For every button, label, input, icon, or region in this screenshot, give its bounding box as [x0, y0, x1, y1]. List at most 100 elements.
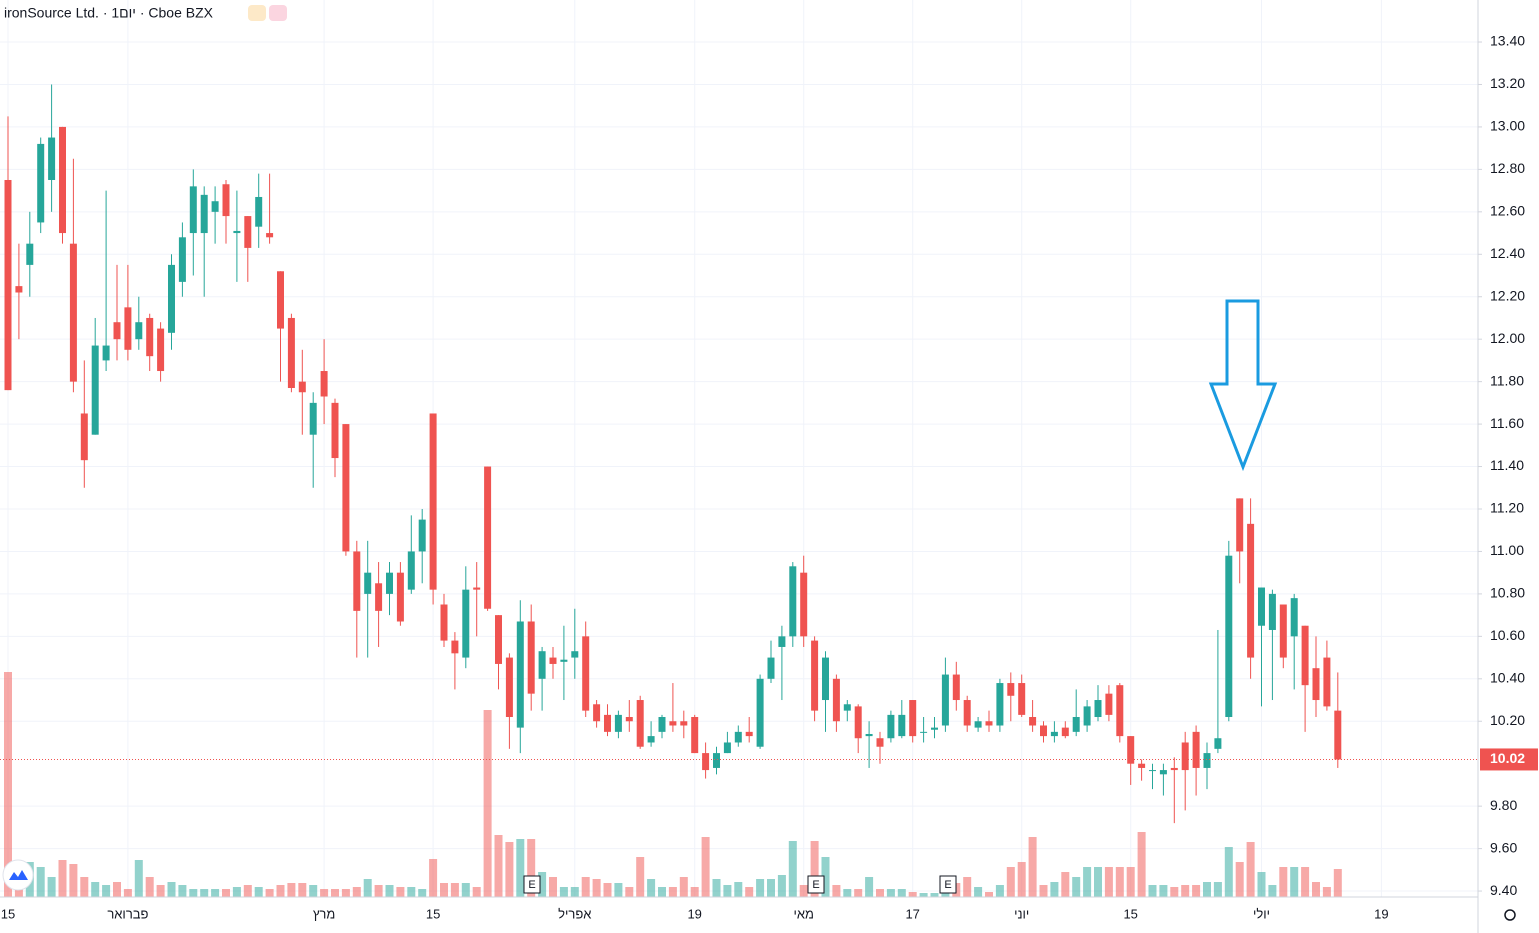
candle-body [135, 322, 143, 340]
candle-body [1149, 770, 1156, 772]
y-tick-label: 12.40 [1490, 245, 1525, 261]
volume-bar [298, 883, 307, 897]
candle-body [593, 704, 601, 722]
volume-bar [243, 885, 252, 897]
volume-bar [167, 882, 176, 897]
candle-body [1203, 753, 1211, 768]
earnings-box[interactable] [807, 875, 825, 894]
y-tick-label: 11.20 [1490, 500, 1524, 516]
candle-body [1159, 770, 1167, 775]
volume-bar [963, 877, 972, 897]
volume-bar [374, 885, 383, 897]
market-status-icon[interactable] [248, 5, 266, 21]
candle-body [331, 402, 339, 459]
volume-bar [559, 887, 568, 897]
volume-bar [4, 672, 12, 897]
volume-bar [102, 885, 111, 897]
candle-body [800, 572, 808, 637]
candle-body [1170, 767, 1178, 771]
candle-body [1127, 736, 1135, 764]
candle-body [604, 714, 611, 732]
candle-body [309, 402, 317, 435]
y-tick-label: 9.80 [1490, 797, 1517, 813]
volume-bar [1094, 867, 1102, 897]
annotation-arrow [1208, 299, 1278, 472]
earnings-label: E [944, 879, 951, 891]
volume-bar [429, 859, 438, 897]
candle-body [364, 572, 372, 594]
delay-icon[interactable] [269, 5, 287, 21]
candle-body [48, 137, 56, 180]
candle-body [931, 727, 938, 730]
candle-body [538, 651, 546, 679]
volume-bar [614, 883, 623, 897]
volume-bar [385, 885, 394, 897]
y-tick-label: 12.00 [1490, 330, 1525, 346]
settings-icon[interactable] [1504, 909, 1516, 921]
candle-body [244, 216, 252, 248]
candle-body [1258, 587, 1265, 626]
candle-body [996, 683, 1004, 726]
volume-bar [865, 877, 874, 897]
volume-bar [876, 889, 884, 897]
candle-body [811, 640, 819, 711]
x-tick-label: 15 [426, 906, 440, 921]
volume-bar [505, 842, 514, 897]
candle-body [80, 413, 88, 461]
y-tick-label: 9.60 [1490, 839, 1517, 855]
volume-bar [854, 889, 863, 897]
candle-body [582, 636, 590, 711]
candle-body [69, 243, 77, 382]
volume-bar [1203, 882, 1211, 897]
x-tick-label: 17 [905, 906, 919, 921]
candle-body [1072, 717, 1080, 732]
x-tick-label: מאי [793, 906, 813, 921]
volume-bar [1181, 885, 1190, 897]
volume-bar [1017, 862, 1026, 897]
candle-body [636, 700, 644, 747]
candle-body [277, 271, 284, 329]
candle-body [1094, 700, 1102, 718]
earnings-box[interactable] [523, 875, 541, 894]
volume-bar [690, 887, 699, 897]
volume-bar [908, 892, 917, 897]
candle-body [320, 371, 328, 397]
candle-body [549, 657, 557, 664]
volume-bar [538, 872, 547, 897]
volume-bar [69, 864, 78, 897]
candle-body [625, 717, 633, 722]
volume-bar [1050, 882, 1059, 897]
volume-bar [1104, 867, 1113, 897]
volume-bar [407, 887, 416, 897]
x-tick-label: 15 [1, 906, 15, 921]
candle-body [702, 753, 710, 771]
candle-body [222, 184, 230, 217]
y-tick-label: 13.40 [1490, 33, 1525, 49]
volume-bar [1290, 867, 1299, 897]
logo[interactable] [2, 859, 34, 891]
earnings-box[interactable] [939, 875, 957, 894]
candle-body [734, 731, 742, 743]
volume-bar [309, 885, 318, 897]
volume-bar [1028, 837, 1037, 897]
volume-bar [331, 889, 339, 897]
candle-body [1312, 668, 1320, 701]
volume-bar [1246, 842, 1255, 897]
candle-body [843, 704, 851, 711]
volume-bar [1170, 887, 1179, 897]
axis-layer: 9.40 9.60 9.80 10.20 10.40 10.60 10.80 11.00 11.… [0, 33, 1538, 921]
candle-body [407, 551, 415, 590]
volume-bar [200, 889, 209, 897]
volume-bar [396, 887, 405, 897]
volume-bar [222, 889, 230, 897]
volume-bar [767, 879, 775, 897]
candle-body [124, 307, 132, 350]
volume-bar [570, 887, 579, 897]
volume-bar [745, 887, 754, 897]
volume-bar [461, 883, 470, 897]
volume-bar [603, 883, 612, 897]
volume-bar [930, 893, 939, 897]
candle-body [571, 651, 579, 658]
candle-body [26, 243, 34, 265]
candle-body [985, 721, 993, 726]
